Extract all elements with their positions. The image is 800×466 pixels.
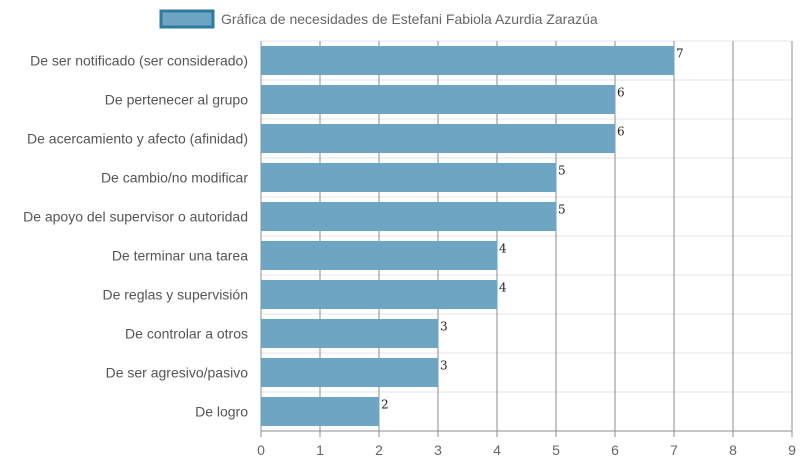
category-label: De logro <box>195 404 248 420</box>
category-label: De controlar a otros <box>125 326 248 342</box>
data-label: 3 <box>440 319 448 333</box>
x-tick-label: 0 <box>257 442 265 458</box>
category-label: De ser agresivo/pasivo <box>106 365 249 381</box>
category-label: De apoyo del supervisor o autoridad <box>23 209 248 225</box>
bar[interactable] <box>261 240 498 271</box>
x-axis: 0 1 2 3 4 5 6 7 8 9 <box>257 442 796 458</box>
x-tick-label: 6 <box>611 442 619 458</box>
data-label: 5 <box>558 202 566 216</box>
bar[interactable] <box>261 84 616 115</box>
bars <box>261 45 675 427</box>
data-label: 7 <box>676 46 684 60</box>
x-tick-label: 4 <box>493 442 501 458</box>
data-label: 4 <box>499 280 507 294</box>
x-tick-label: 5 <box>552 442 560 458</box>
legend-label: Gráfica de necesidades de Estefani Fabio… <box>221 11 598 27</box>
x-tick-label: 9 <box>788 442 796 458</box>
x-tick-label: 7 <box>670 442 678 458</box>
x-tick-label: 1 <box>316 442 324 458</box>
data-label: 6 <box>617 124 625 138</box>
data-label: 2 <box>381 397 389 411</box>
bar[interactable] <box>261 279 498 310</box>
bar[interactable] <box>261 318 439 349</box>
data-label: 5 <box>558 163 566 177</box>
bar[interactable] <box>261 162 557 193</box>
data-label: 4 <box>499 241 507 255</box>
x-tick-label: 2 <box>375 442 383 458</box>
x-tick-label: 8 <box>729 442 737 458</box>
bar[interactable] <box>261 45 675 76</box>
category-label: De reglas y supervisión <box>102 287 248 303</box>
category-label: De cambio/no modificar <box>101 170 248 186</box>
bar[interactable] <box>261 201 557 232</box>
data-label: 6 <box>617 85 625 99</box>
category-label: De pertenecer al grupo <box>105 92 248 108</box>
category-label: De terminar una tarea <box>112 248 248 264</box>
category-label: De ser notificado (ser considerado) <box>30 53 248 69</box>
x-tick-label: 3 <box>434 442 442 458</box>
data-labels: 7 6 6 5 5 4 4 3 3 2 <box>381 46 684 411</box>
bar[interactable] <box>261 123 616 154</box>
legend[interactable]: Gráfica de necesidades de Estefani Fabio… <box>159 9 598 29</box>
bar[interactable] <box>261 396 380 427</box>
data-label: 3 <box>440 358 448 372</box>
category-label: De acercamiento y afecto (afinidad) <box>27 131 248 147</box>
bar[interactable] <box>261 357 439 388</box>
category-labels: De ser notificado (ser considerado) De pe… <box>23 53 248 420</box>
legend-swatch <box>159 9 215 29</box>
